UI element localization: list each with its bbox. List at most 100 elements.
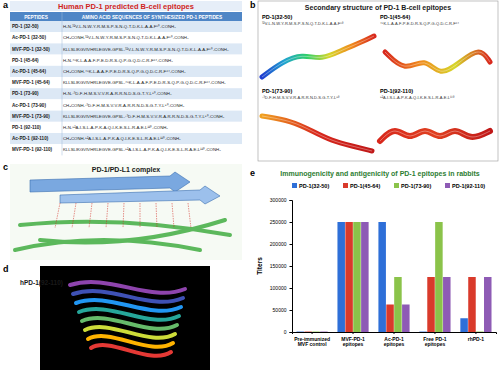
contact-bond <box>123 203 124 228</box>
tick-label: 100000 <box>270 285 287 291</box>
tick-label: MVF-PD-1epitopes <box>341 336 365 348</box>
structure-label: PD-1(45-64) <box>380 14 410 20</box>
contact-bond <box>72 203 76 228</box>
tick: MVF-PD-1epitopes <box>341 332 365 347</box>
ribbon <box>262 116 372 151</box>
panel-label: b <box>250 0 256 10</box>
bar <box>345 222 352 332</box>
table-row-bg <box>10 55 242 66</box>
table-row-bg <box>10 21 242 32</box>
tick-mark <box>290 310 293 311</box>
table-cell: KLLSLIKGVIVHRLEGVE-GPSL-⁹²A-I-S-L-A-P-K-… <box>63 147 221 152</box>
structure-label: PD-1(73-90) <box>262 88 292 94</box>
legend-swatch <box>394 183 399 188</box>
structures-panel: Secondary structure of PD-1 B-cell epito… <box>258 1 498 161</box>
table-cell: MVF-PD-1 (73-90) <box>12 114 50 119</box>
table-cell: H₂N-⁹²A-I-S-L-A-P-K-A-Q-I-K-E-S-L-R-A-E-… <box>63 125 168 130</box>
tick: 100000 <box>270 285 292 291</box>
legend-swatch <box>292 183 297 188</box>
bar <box>468 277 475 332</box>
contact-bond <box>89 203 92 228</box>
table-cell: KLLSLIKGVIVHRLEGVE-GPSL-⁴⁵K-L-A-A-F-P-E-… <box>63 80 226 85</box>
bar <box>394 277 401 332</box>
figure: abcdeHuman PD-1 predicted B-cell epitope… <box>0 0 500 372</box>
table-cell: PD-1 (45-64) <box>12 58 39 63</box>
tick-label: Pre-immunizedMVF control <box>294 336 330 348</box>
tick: 250000 <box>270 219 292 225</box>
panel-label: d <box>3 264 9 274</box>
tick: Free PD-1epitopes <box>423 332 447 347</box>
legend-label: PD-1(73-90) <box>401 183 431 189</box>
tick-mark <box>290 288 293 289</box>
structure-sequence: ⁹²A-I-S-L-A-P-K-A-Q-I-K-E-S-L-R-A-E-L¹¹⁰ <box>380 95 455 100</box>
table-header: AMINO ACID SEQUENCES OF SYNTHESIZED PD-1… <box>82 15 223 20</box>
x-axis: Pre-immunizedMVF control MVF-PD-1epitopes… <box>293 332 497 347</box>
bar <box>484 277 491 332</box>
tick-mark <box>475 332 476 334</box>
tick-mark <box>290 222 293 223</box>
contact-bond <box>156 203 157 228</box>
legend-label: PD-1(45-64) <box>350 183 380 189</box>
y-axis-title: Titers <box>256 257 263 275</box>
table-cell: CH₃CONH-³²V-L-N-W-Y-R-M-S-P-S-N-Q-T-D-K-… <box>63 35 189 40</box>
table-title-bg <box>10 1 242 11</box>
tick-label: 0 <box>284 329 287 335</box>
panel-label: a <box>3 0 9 10</box>
table-row-bg <box>10 77 242 88</box>
table-row-bg <box>10 43 242 54</box>
ribbon-edge <box>262 116 372 151</box>
contact-bond <box>188 203 191 228</box>
legend-label: PD-1(32-50) <box>299 183 329 189</box>
table-cell: KLLSLIKGVIVHRLEGVE-GPSL-³²V-L-N-W-Y-R-M-… <box>63 47 229 52</box>
ribbon <box>380 131 490 141</box>
table-cell: Ac-PD-1 (45-64) <box>12 69 46 74</box>
table-cell: H₂N-⁴⁵K-L-A-A-F-P-E-D-R-S-Q-P-G-Q-D-C-R-… <box>63 58 173 63</box>
table-header-bg <box>10 12 242 21</box>
tick: rhPD-1 <box>468 332 485 342</box>
pd1-strand <box>30 172 190 192</box>
table-row-bg <box>10 111 242 122</box>
table-cell: PD-1 (32-50) <box>12 24 39 29</box>
bar <box>304 331 311 332</box>
axis-line <box>290 201 293 333</box>
tick: 0 <box>284 329 292 335</box>
bar <box>419 331 426 332</box>
ribbon-edge <box>385 52 490 71</box>
panel-title: hPD-1(92-110) <box>20 279 63 287</box>
ribbon-edge <box>262 36 374 77</box>
structure-sequence: ⁷³D-F-H-M-S-V-V-R-A-R-R-N-D-S-G-T-Y-L⁹⁰ <box>262 95 340 100</box>
table-cell: KLLSLIKGVIVHRLEGVE-GPSL-⁷³D-F-H-M-S-V-V-… <box>63 114 225 119</box>
tick-mark <box>290 266 293 267</box>
tick-mark <box>434 332 435 334</box>
axis-line <box>293 333 497 335</box>
table-cell: Ac-PD-1 (32-50) <box>12 35 46 40</box>
bar <box>353 222 360 332</box>
structure-sequence: ³²V-L-N-W-Y-R-M-S-P-S-N-Q-T-D-K-L-A-A-F⁵… <box>262 21 344 26</box>
table-header: PEPTIDES <box>24 15 49 20</box>
tick-label: Ac-PD-1epitopes <box>384 336 405 348</box>
tick: 150000 <box>270 263 292 269</box>
tick-mark <box>353 332 354 334</box>
bar <box>427 277 434 332</box>
contact-bond <box>106 203 108 228</box>
tick-label: 50000 <box>273 307 287 313</box>
tick: 50000 <box>273 307 292 313</box>
ribbon <box>385 52 490 71</box>
complex-panel: PD-1/PD-L1 complex <box>10 164 242 260</box>
chart-title: Immunogenicity and antigenicity of PD-1 … <box>280 170 480 178</box>
table-row-bg <box>10 122 242 133</box>
tick: 300000 <box>270 197 292 203</box>
contact-bond <box>55 203 60 228</box>
table-row-bg <box>10 99 242 110</box>
bar <box>361 222 368 332</box>
table-cell: PD-1 (73-90) <box>12 91 39 96</box>
table-cell: PD-1 (92-110) <box>12 125 41 130</box>
bar <box>435 222 442 332</box>
table-divider <box>62 12 63 155</box>
structure-label: PD-1(32-50) <box>262 14 292 20</box>
model-bg <box>40 266 210 370</box>
structure-sequence: ⁴⁵K-L-A-A-F-P-E-D-R-S-Q-P-G-Q-D-C-R-F⁶⁴ <box>380 21 459 26</box>
tick-mark <box>290 244 293 245</box>
table-title: Human PD-1 predicted B-cell epitopes <box>58 2 194 11</box>
tick-label: 200000 <box>270 241 287 247</box>
